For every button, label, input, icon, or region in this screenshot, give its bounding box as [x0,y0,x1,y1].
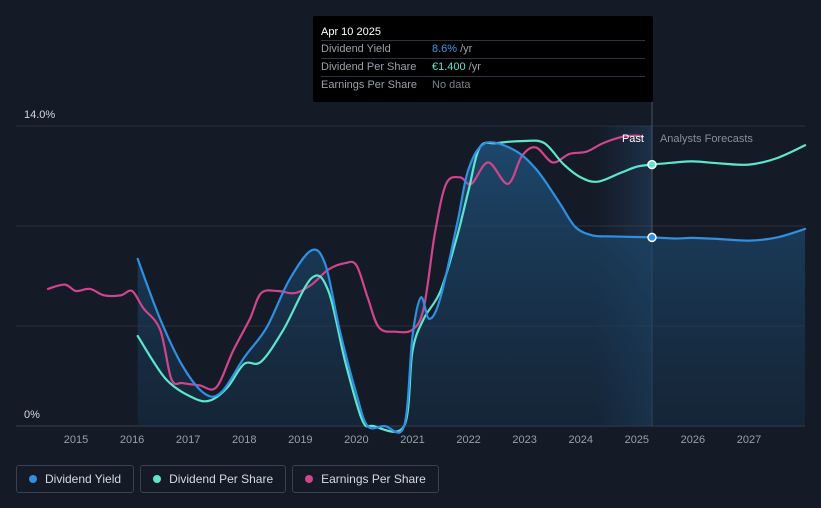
legend-dividend-per-share[interactable]: Dividend Per Share [140,465,287,493]
dividend-per-share-line [136,139,807,433]
earnings-per-share-line [46,134,644,391]
tooltip-row-dividend-yield: Dividend Yield 8.6% /yr [321,40,645,58]
x-tick-label-2023: 2023 [512,434,536,446]
x-tick-label-2015: 2015 [64,434,88,446]
tooltip-row-dividend-per-share: Dividend Per Share €1.400 /yr [321,58,645,76]
legend-dot-icon [29,475,37,483]
x-tick-label-2018: 2018 [232,434,256,446]
past-label: Past [622,133,644,145]
x-tick-label-2019: 2019 [288,434,312,446]
tooltip: Apr 10 2025 Dividend Yield 8.6% /yr Divi… [313,16,653,102]
forecast-label: Analysts Forecasts [660,133,753,145]
tooltip-unit: /yr [468,61,481,73]
legend-label: Earnings Per Share [321,472,426,486]
legend-earnings-per-share[interactable]: Earnings Per Share [292,465,439,493]
tooltip-label: Dividend Yield [321,43,391,55]
x-tick-label-2020: 2020 [344,434,368,446]
legend-dot-icon [305,475,314,483]
y-tick-label-top: 14.0% [24,109,55,121]
tooltip-label: Dividend Per Share [321,61,417,73]
tooltip-label: Earnings Per Share [321,79,417,91]
legend-label: Dividend Yield [45,472,122,486]
x-tick-label-2021: 2021 [400,434,424,446]
x-tick-label-2017: 2017 [176,434,200,446]
x-tick-label-2027: 2027 [737,434,761,446]
tooltip-value: €1.400 [432,61,466,73]
tooltip-row-earnings-per-share: Earnings Per Share No data [321,76,645,94]
chart-legend: Dividend Yield Dividend Per Share Earnin… [16,465,439,493]
tooltip-value: 8.6% [432,43,458,55]
dividend-yield-area [137,142,806,433]
tooltip-unit: /yr [460,43,473,55]
x-tick-label-2026: 2026 [681,434,705,446]
x-tick-label-2022: 2022 [456,434,480,446]
y-tick-label-bottom: 0% [24,409,40,421]
x-tick-label-2024: 2024 [569,434,593,446]
tooltip-date: Apr 10 2025 [321,26,381,38]
x-tick-label-2025: 2025 [625,434,649,446]
x-tick-label-2016: 2016 [120,434,144,446]
legend-dot-icon [153,475,162,483]
dividend-per-share-marker [647,159,657,170]
tooltip-value: No data [432,79,471,91]
legend-dividend-yield[interactable]: Dividend Yield [16,465,135,493]
legend-label: Dividend Per Share [169,472,274,486]
dividend-yield-marker [647,232,657,243]
